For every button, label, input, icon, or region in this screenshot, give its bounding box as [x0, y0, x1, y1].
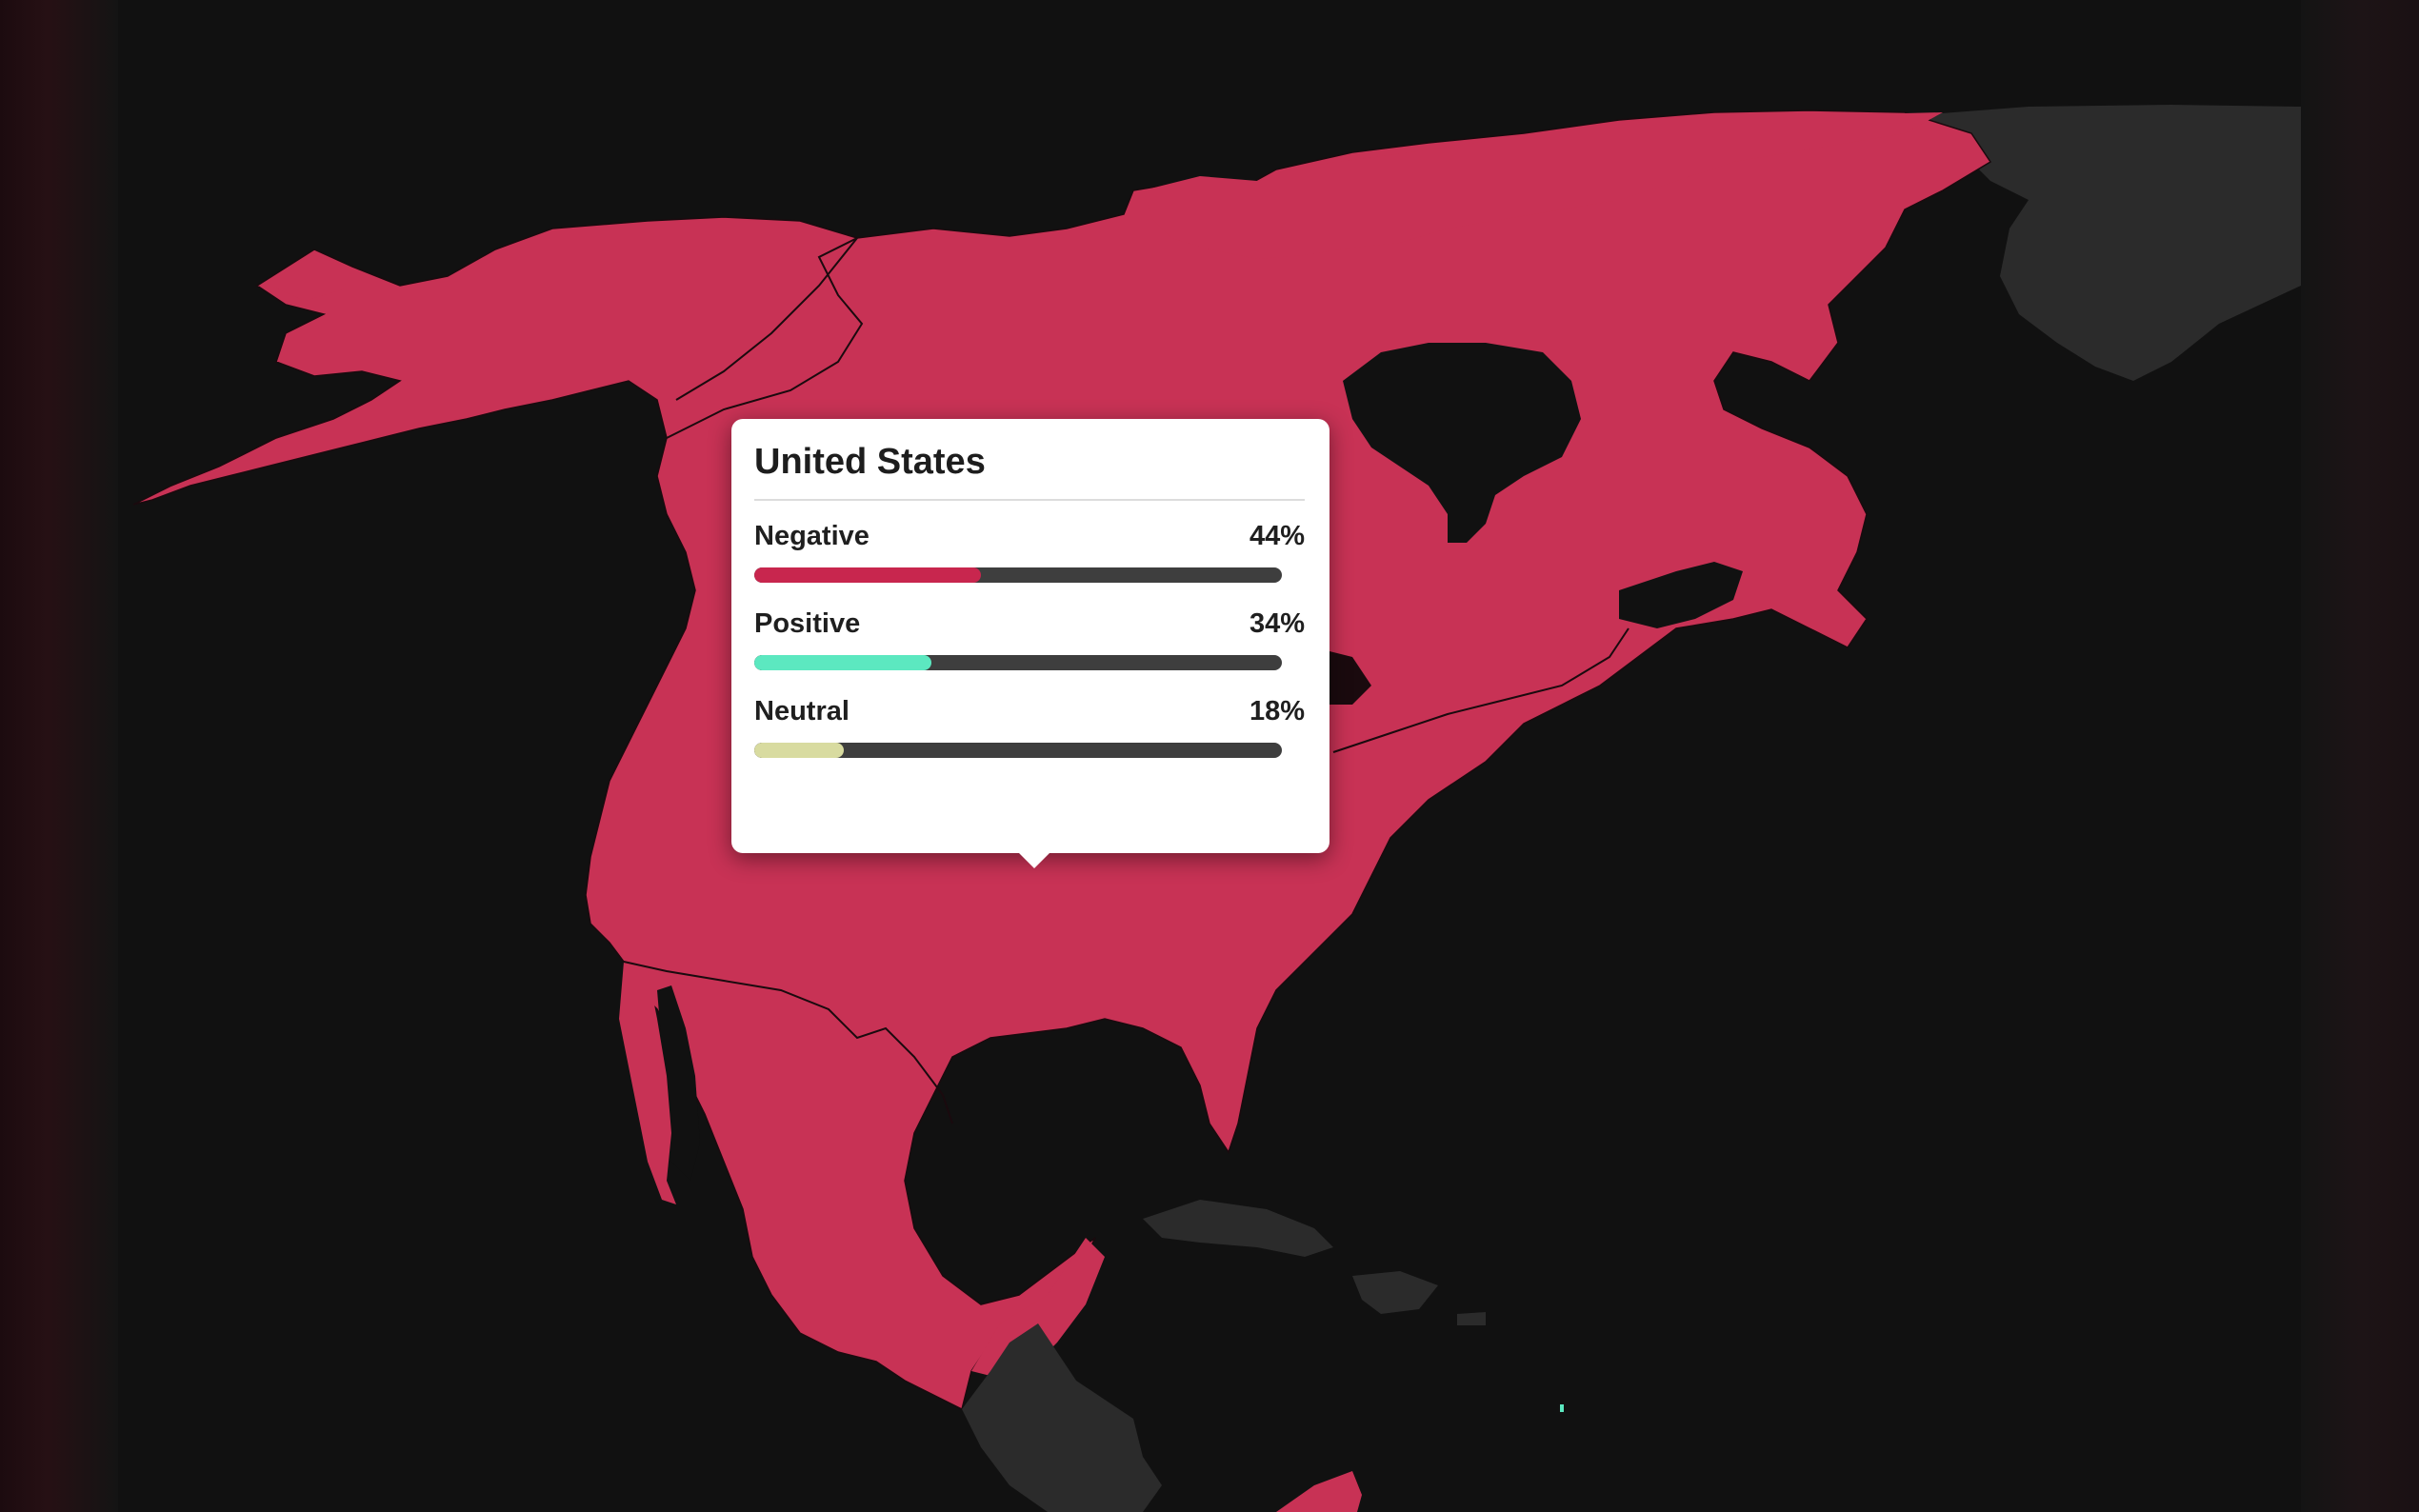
stat-label: Neutral — [754, 695, 850, 726]
positive-island-marker[interactable] — [1560, 1404, 1564, 1412]
us-mexico-border — [623, 961, 953, 1124]
tooltip-divider — [754, 499, 1305, 501]
left-backdrop-edge — [0, 0, 118, 1512]
hudson-bay-water — [1343, 343, 1581, 543]
stat-value: 18% — [1249, 695, 1305, 726]
stat-value: 44% — [1249, 520, 1305, 551]
stat-bar-track — [754, 567, 1282, 583]
stat-row-neutral: Neutral 18% — [754, 693, 1305, 781]
stat-bar-fill-positive — [754, 655, 931, 670]
stat-label: Negative — [754, 520, 870, 551]
gulf-water — [1619, 562, 1743, 628]
stat-head: Neutral 18% — [754, 693, 1305, 729]
us-canada-border — [666, 237, 864, 439]
stat-label: Positive — [754, 607, 861, 639]
island-west[interactable] — [267, 255, 352, 301]
stat-row-positive: Positive 34% — [754, 606, 1305, 693]
stat-head: Negative 44% — [754, 518, 1305, 554]
baja-california-region[interactable] — [619, 962, 676, 1204]
yucatan-region[interactable] — [971, 1238, 1105, 1381]
caribbean-islands-region-3[interactable] — [1457, 1312, 1486, 1325]
caribbean-islands-region[interactable] — [1143, 1200, 1333, 1257]
stat-row-negative: Negative 44% — [754, 518, 1305, 606]
greenland-region[interactable] — [1905, 105, 2301, 381]
stat-value: 34% — [1249, 607, 1305, 639]
central-america-region[interactable] — [962, 1323, 1162, 1512]
south-america-region[interactable] — [1276, 1471, 1362, 1512]
arctic-islands-region[interactable] — [1143, 112, 1943, 259]
stat-bar-track — [754, 655, 1282, 670]
right-backdrop-edge — [2301, 0, 2419, 1512]
gulf-of-california-water — [657, 985, 700, 1181]
us-canada-border-east — [1332, 627, 1629, 753]
tooltip-country-title: United States — [754, 442, 986, 482]
stat-bar-fill-negative — [754, 567, 982, 583]
stat-bar-fill-neutral — [754, 743, 845, 758]
alaska-canada-border — [675, 237, 858, 401]
stat-head: Positive 34% — [754, 606, 1305, 642]
caribbean-islands-region-2[interactable] — [1352, 1271, 1438, 1314]
country-tooltip: United States Negative 44% Positive 34% … — [731, 419, 1329, 868]
stat-bar-track — [754, 743, 1282, 758]
